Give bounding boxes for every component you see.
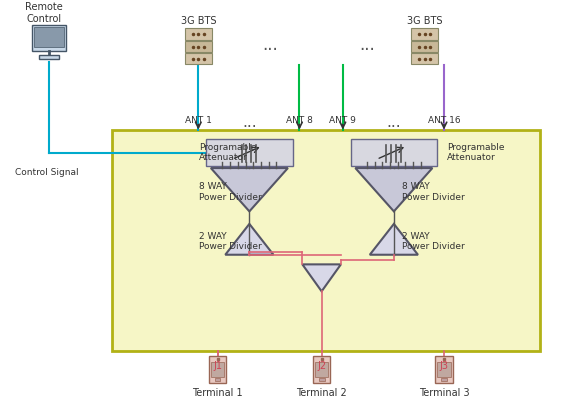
Text: 3G BTS: 3G BTS (407, 16, 443, 26)
Text: ...: ... (359, 36, 375, 54)
Text: J2: J2 (317, 361, 326, 371)
Bar (31, 26, 66, 50)
Text: 8 WAY
Power Divider: 8 WAY Power Divider (401, 182, 464, 202)
Bar (34, 27, 65, 47)
Text: Programable
Attenuator: Programable Attenuator (199, 143, 257, 162)
Text: ANT 9: ANT 9 (329, 116, 356, 125)
Polygon shape (303, 264, 341, 291)
Text: ...: ... (387, 115, 401, 130)
Polygon shape (355, 168, 432, 211)
Text: 8 WAY
Power Divider: 8 WAY Power Divider (199, 182, 262, 202)
Bar (185, 53, 212, 64)
Text: 2 WAY
Power Divider: 2 WAY Power Divider (401, 232, 464, 251)
Bar (313, 356, 330, 383)
Text: Terminal 3: Terminal 3 (419, 388, 469, 398)
Bar (185, 28, 212, 40)
Bar (351, 139, 437, 166)
Text: Terminal 1: Terminal 1 (192, 388, 243, 398)
Text: ANT 1: ANT 1 (185, 116, 212, 125)
Bar (411, 53, 438, 64)
Bar (411, 40, 438, 52)
Polygon shape (370, 224, 418, 255)
Text: ...: ... (263, 36, 279, 54)
Text: J3: J3 (440, 361, 448, 371)
Bar (441, 378, 447, 381)
Bar (437, 362, 451, 377)
Text: ANT 16: ANT 16 (428, 116, 460, 125)
Bar (206, 139, 293, 166)
Bar (39, 55, 59, 59)
Bar (215, 378, 220, 381)
Bar (315, 362, 328, 377)
Bar (211, 362, 224, 377)
Bar (111, 130, 540, 351)
Text: Control Signal: Control Signal (15, 168, 79, 177)
Bar (435, 356, 453, 383)
Bar (411, 28, 438, 40)
Polygon shape (226, 224, 274, 255)
Text: ...: ... (242, 115, 257, 130)
Text: 3G BTS: 3G BTS (180, 16, 216, 26)
Text: ANT 8: ANT 8 (286, 116, 313, 125)
Bar (319, 378, 324, 381)
Text: J1: J1 (213, 361, 222, 371)
Text: Remote
Control: Remote Control (25, 2, 63, 24)
Bar (209, 356, 226, 383)
Text: Programable
Attenuator: Programable Attenuator (447, 143, 504, 162)
Text: Terminal 2: Terminal 2 (296, 388, 347, 398)
Polygon shape (211, 168, 288, 211)
Text: 2 WAY
Power Divider: 2 WAY Power Divider (199, 232, 262, 251)
Bar (185, 40, 212, 52)
